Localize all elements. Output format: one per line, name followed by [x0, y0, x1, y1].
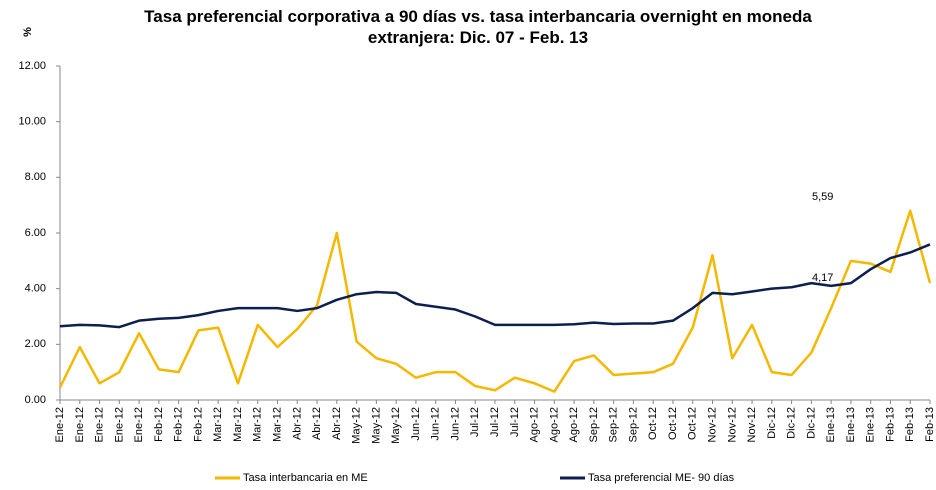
- x-tick-label: May-12: [370, 407, 382, 444]
- x-tick-label: Ene-12: [74, 407, 86, 442]
- legend-label: Tasa interbancaria en ME: [243, 472, 368, 484]
- x-tick-label: Ene-13: [845, 407, 857, 442]
- y-tick-label: 10.00: [18, 116, 46, 128]
- annotation: 5,59: [812, 191, 833, 203]
- x-tick-label: Ene-12: [54, 407, 66, 442]
- y-tick-label: 12.00: [18, 60, 46, 72]
- x-tick-label: Abr-12: [311, 407, 323, 440]
- x-tick-label: May-12: [351, 407, 363, 444]
- x-tick-label: Nov-12: [707, 407, 719, 442]
- x-tick-label: Jun-12: [410, 407, 422, 441]
- x-tick-label: Dic-12: [786, 407, 798, 439]
- x-tick-label: Jun-12: [430, 407, 442, 441]
- x-tick-label: Mar-12: [252, 407, 264, 442]
- x-tick-label: Jul-12: [509, 407, 521, 437]
- x-tick-label: Mar-12: [232, 407, 244, 442]
- x-tick-label: Dic-12: [805, 407, 817, 439]
- x-tick-label: Oct-12: [687, 407, 699, 440]
- x-tick-label: Ene-12: [133, 407, 145, 442]
- x-tick-label: Nov-12: [746, 407, 758, 442]
- x-tick-label: Feb-12: [192, 407, 204, 442]
- x-tick-label: Ago-12: [548, 407, 560, 442]
- x-tick-label: Feb-12: [173, 407, 185, 442]
- x-tick-label: Oct-12: [647, 407, 659, 440]
- y-axis-label: %: [22, 27, 34, 37]
- x-tick-label: Feb-13: [884, 407, 896, 442]
- x-tick-label: Feb-13: [924, 407, 936, 442]
- x-tick-label: Ene-13: [825, 407, 837, 442]
- x-tick-label: Oct-12: [667, 407, 679, 440]
- y-tick-label: 8.00: [25, 171, 46, 183]
- series-line: [58, 209, 932, 393]
- x-tick-label: Dic-12: [766, 407, 778, 439]
- x-tick-label: Ene-13: [865, 407, 877, 442]
- x-tick-label: Ago-12: [568, 407, 580, 442]
- y-tick-label: 0.00: [25, 394, 46, 406]
- x-tick-label: Sep-12: [627, 407, 639, 442]
- x-tick-label: Abr-12: [331, 407, 343, 440]
- x-tick-label: Ene-12: [94, 407, 106, 442]
- x-tick-label: Jun-12: [449, 407, 461, 441]
- x-tick-label: Mar-12: [272, 407, 284, 442]
- x-tick-label: Mar-12: [212, 407, 224, 442]
- series-line: [59, 243, 931, 329]
- x-tick-label: May-12: [390, 407, 402, 444]
- x-tick-label: Sep-12: [608, 407, 620, 442]
- legend-label: Tasa preferencial ME- 90 días: [588, 472, 735, 484]
- x-tick-label: Ago-12: [529, 407, 541, 442]
- y-tick-label: 4.00: [25, 283, 46, 295]
- x-tick-label: Nov-12: [726, 407, 738, 442]
- x-tick-label: Abr-12: [291, 407, 303, 440]
- x-tick-label: Jul-12: [489, 407, 501, 437]
- chart-title: Tasa preferencial corporativa a 90 días …: [144, 7, 812, 47]
- y-tick-label: 2.00: [25, 338, 46, 350]
- x-tick-label: Ene-12: [113, 407, 125, 442]
- annotation: 4,17: [812, 272, 833, 284]
- x-tick-label: Feb-13: [904, 407, 916, 442]
- x-tick-label: Jul-12: [469, 407, 481, 437]
- y-tick-label: 6.00: [25, 227, 46, 239]
- x-tick-label: Sep-12: [588, 407, 600, 442]
- x-tick-label: Feb-12: [153, 407, 165, 442]
